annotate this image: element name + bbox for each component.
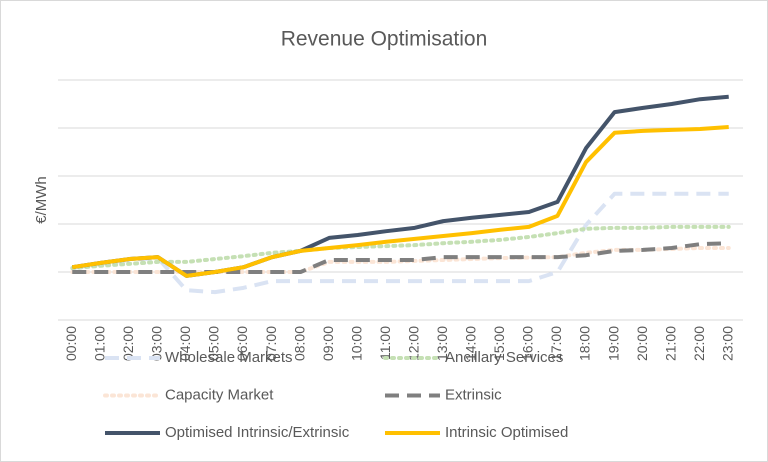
series-line (72, 241, 729, 274)
series-line (70, 224, 731, 271)
x-tick-label: 14:00 (463, 326, 479, 361)
x-tick-label: 21:00 (662, 326, 678, 361)
legend-label: Extrinsic (445, 386, 502, 403)
x-tick-label: 04:00 (177, 326, 193, 361)
x-tick-label: 05:00 (206, 326, 222, 361)
series-line (71, 191, 729, 295)
x-tick-label: 15:00 (491, 326, 507, 361)
legend-label: Capacity Market (165, 386, 274, 403)
series-line (71, 125, 729, 278)
x-tick-label: 09:00 (320, 326, 336, 361)
x-tick-label: 08:00 (291, 326, 307, 361)
chart-title: Revenue Optimisation (281, 28, 488, 51)
x-tick-label: 22:00 (691, 326, 707, 361)
y-axis-label: €/MWh (33, 176, 50, 224)
x-tick-label: 00:00 (63, 326, 79, 361)
x-tick-label: 10:00 (348, 326, 364, 361)
x-tick-label: 06:00 (234, 326, 250, 361)
x-tick-label: 18:00 (577, 326, 593, 361)
x-tick-label: 19:00 (605, 326, 621, 361)
x-tick-label: 17:00 (548, 326, 564, 361)
x-tick-label: 11:00 (377, 326, 393, 360)
legend-label: Intrinsic Optimised (445, 424, 568, 441)
x-tick-label: 03:00 (149, 326, 165, 361)
x-tick-label: 02:00 (120, 326, 136, 361)
x-tick-label: 20:00 (634, 326, 650, 361)
x-tick-label: 01:00 (92, 326, 108, 361)
legend-label: Wholesale Markets (165, 349, 293, 366)
x-tick-label: 12:00 (405, 326, 421, 361)
x-tick-label: 16:00 (520, 326, 536, 361)
x-tick-label: 13:00 (434, 326, 450, 361)
x-tick-label: 07:00 (263, 326, 279, 361)
x-tick-label: 23:00 (719, 326, 735, 361)
legend-label: Optimised Intrinsic/Extrinsic (165, 424, 350, 441)
legend-label: Ancillary Services (445, 349, 563, 366)
